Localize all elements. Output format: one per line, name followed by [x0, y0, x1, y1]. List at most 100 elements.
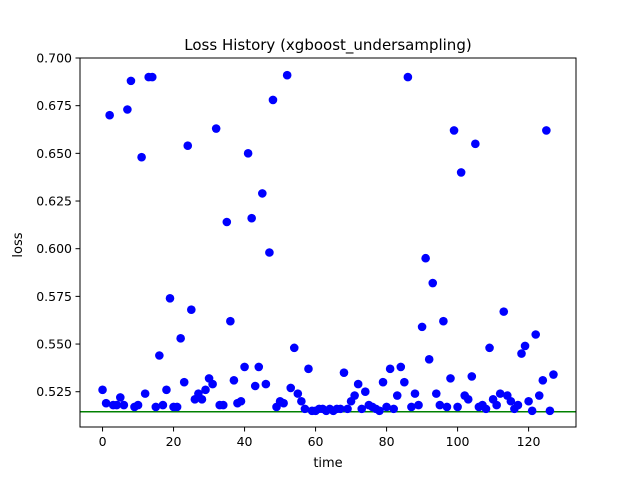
data-point — [538, 375, 548, 385]
axes-frame — [79, 57, 577, 428]
data-point — [456, 168, 466, 177]
data-point — [403, 72, 413, 82]
data-point — [105, 110, 114, 120]
data-point — [151, 402, 161, 412]
data-point — [517, 349, 526, 358]
data-point — [279, 398, 288, 408]
data-point — [240, 362, 249, 372]
data-point — [513, 400, 523, 410]
y-tick-label: 0.550 — [36, 337, 72, 352]
data-point — [499, 307, 509, 316]
data-point — [360, 387, 370, 397]
data-point — [172, 402, 182, 412]
data-point — [133, 400, 143, 410]
data-point — [410, 389, 420, 398]
data-point — [112, 400, 122, 410]
data-point — [101, 398, 111, 408]
data-point — [286, 383, 296, 393]
data-point — [545, 406, 555, 416]
data-point — [524, 396, 533, 406]
x-tick-label: 40 — [237, 434, 253, 449]
data-point — [417, 322, 427, 332]
data-point — [485, 343, 494, 353]
data-point — [250, 381, 260, 391]
data-point — [467, 372, 477, 381]
data-point — [428, 278, 438, 288]
x-axis-label: time — [313, 456, 342, 471]
data-point — [183, 141, 193, 151]
data-point — [471, 139, 480, 149]
data-point — [375, 406, 384, 416]
y-tick-label: 0.700 — [36, 51, 72, 66]
data-point — [211, 124, 221, 133]
data-point — [378, 377, 388, 387]
data-point — [300, 404, 310, 414]
data-point — [147, 72, 157, 82]
x-tick-label: 20 — [166, 434, 182, 449]
data-point — [176, 334, 185, 343]
x-tick-label: 80 — [379, 434, 395, 449]
data-point — [343, 404, 352, 414]
y-tick-label: 0.575 — [36, 289, 72, 304]
data-point — [527, 406, 537, 416]
data-point — [357, 404, 367, 414]
data-point — [289, 343, 299, 353]
data-point — [350, 391, 359, 400]
data-point — [155, 351, 164, 360]
data-point — [534, 391, 544, 400]
data-point — [265, 248, 274, 257]
data-point — [123, 105, 132, 114]
data-point — [407, 402, 416, 412]
data-point — [247, 213, 256, 223]
data-point — [226, 316, 235, 326]
x-tick-label: 120 — [517, 434, 541, 449]
data-point — [439, 316, 448, 326]
data-point — [258, 189, 267, 198]
data-point — [520, 341, 530, 351]
data-point — [531, 330, 541, 339]
data-point — [293, 389, 303, 398]
data-point — [382, 402, 391, 412]
data-point — [243, 149, 253, 158]
data-point — [119, 400, 129, 410]
data-point — [446, 374, 455, 383]
data-point — [549, 370, 558, 379]
data-point — [254, 362, 264, 372]
data-point — [268, 95, 278, 105]
y-tick-label: 0.650 — [36, 146, 72, 161]
data-point — [187, 305, 196, 315]
x-tick-label: 0 — [99, 434, 107, 449]
data-point — [236, 396, 246, 406]
data-point — [218, 400, 228, 410]
x-tick-label: 100 — [446, 434, 470, 449]
data-point — [463, 395, 473, 404]
y-tick-label: 0.625 — [36, 194, 72, 209]
data-point — [201, 385, 210, 395]
data-point — [261, 379, 271, 389]
plot-area: 0 20 40 60 80 100 120 0.525 0.550 0.575 0.600 0.625… — [36, 51, 576, 449]
data-point — [421, 253, 430, 263]
data-point — [339, 368, 349, 377]
x-tick-label: 60 — [308, 434, 324, 449]
data-point — [481, 404, 491, 414]
data-point — [158, 400, 168, 410]
data-point — [304, 364, 313, 374]
data-point — [115, 393, 125, 402]
data-point — [389, 404, 398, 414]
data-point — [208, 379, 217, 389]
data-point — [442, 402, 452, 412]
data-point — [98, 385, 107, 395]
data-point — [297, 396, 306, 406]
data-point — [385, 364, 395, 374]
data-point — [137, 152, 146, 162]
data-point — [435, 400, 445, 410]
data-point — [140, 389, 150, 398]
data-point — [414, 400, 423, 410]
data-point — [495, 389, 505, 398]
data-point — [353, 379, 363, 389]
data-point — [542, 126, 551, 135]
data-point — [165, 293, 175, 303]
y-tick-label: 0.525 — [36, 384, 72, 399]
